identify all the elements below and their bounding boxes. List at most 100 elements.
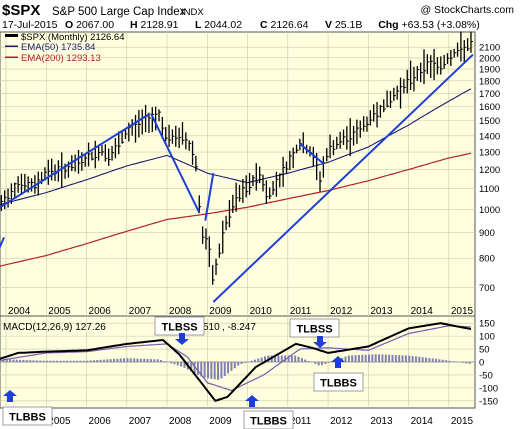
macd-histogram-bar [217,362,220,380]
macd-histogram-bar [233,362,236,369]
macd-histogram-bar [274,355,277,362]
macd-histogram-bar [347,355,350,362]
tlbss-label-2-box [289,318,340,338]
quote-c: C 2126.64 [260,19,309,31]
price-y-tick: 1800 [479,76,500,87]
macd-histogram-bar [160,360,163,362]
macd-histogram-bar [136,358,139,362]
trendline [212,53,474,303]
macd-histogram-bar [156,359,159,362]
macd-histogram-bar [116,358,119,362]
trendline [0,113,150,209]
macd-x-tick: 2012 [330,416,353,427]
arrow-up-icon [331,356,345,368]
macd-histogram-bar [435,358,438,362]
tlbbs-label-2-box [243,410,294,429]
quote-bar: O 2067.00 H 2128.91 L 2044.02 C 2126.64 V 25… [65,19,480,31]
trendline [204,173,215,221]
macd-x-tick: 2013 [370,416,393,427]
macd-histogram-bar [364,354,367,362]
macd-histogram-bar [183,362,186,368]
macd-histogram-bar [49,360,52,362]
macd-histogram-bar [72,360,75,362]
macd-histogram-bar [15,359,18,362]
trendline [0,236,5,250]
arrow-down-icon [175,333,189,345]
macd-histogram-bar [69,360,72,362]
macd-y-tick: -150 [479,396,498,407]
macd-histogram-bar [220,362,223,379]
macd-y-tick: -50 [479,370,493,381]
macd-histogram-bar [391,354,394,362]
tlbss-label-2: TLBSS [296,324,332,336]
macd-histogram-bar [79,360,82,362]
macd-histogram-bar [62,360,65,362]
macd-line [0,322,472,402]
legend-ema200: EMA(200) 1293.13 [21,53,101,64]
price-x-tick: 2008 [169,306,192,317]
macd-histogram-bar [354,355,357,362]
tlbbs-label-2: TLBBS [250,416,287,428]
ema200-line [0,152,472,267]
macd-legend-label: MACD(12,26,9) 127.26 [3,322,106,333]
macd-y-tick: 100 [479,332,495,343]
macd-histogram-bar [210,362,213,379]
price-y-tick: 1100 [479,184,499,195]
price-y-tick: 700 [479,283,495,294]
macd-x-tick: 2015 [451,416,474,427]
macd-histogram-bar [59,360,62,362]
price-y-tick: 1500 [479,116,500,127]
macd-histogram-bar [284,355,287,362]
macd-histogram-bar [190,362,193,372]
macd-histogram-bar [25,360,28,362]
macd-histogram-bar [277,355,280,362]
macd-histogram-bar [441,359,444,362]
macd-histogram-bar [237,362,240,366]
symbol: $SPX [2,2,40,19]
macd-histogram-bar [290,355,293,362]
price-x-tick: 2005 [48,306,71,317]
macd-histogram-bar [294,355,297,362]
arrow-up-icon [245,395,259,407]
macd-histogram-bar [401,355,404,362]
legend-ema50: EMA(50) 1735.84 [21,42,95,53]
macd-histogram-bar [176,362,179,366]
macd-histogram-bar [361,354,364,362]
macd-histogram-bar [287,355,290,362]
macd-histogram-bar [448,360,451,362]
macd-histogram-bar [445,360,448,362]
macd-histogram-bar [109,359,112,362]
quote-chg: Chg +63.53 (+3.08%) [378,19,480,31]
price-y-tick: 800 [479,254,495,265]
macd-histogram-bar [418,356,421,362]
macd-histogram-bar [250,360,253,362]
macd-histogram-bar [253,359,256,362]
macd-histogram-bar [357,355,360,362]
macd-histogram-bar [56,360,59,362]
macd-histogram-bar [52,360,55,362]
macd-histogram-bar [257,358,260,362]
macd-histogram-bar [170,362,173,364]
macd-histogram-bar [371,354,374,362]
price-y-tick: 2100 [479,43,500,54]
macd-histogram-bar [143,358,146,362]
macd-histogram-bar [378,354,381,362]
quote-l: L 2044.02 [195,19,242,31]
macd-histogram-bar [300,358,303,362]
macd-histogram-bar [99,359,102,362]
macd-x-tick: 2007 [129,416,152,427]
macd-histogram-bar [280,355,283,362]
macd-histogram-bar [153,359,156,362]
macd-x-tick: 2014 [411,416,434,427]
macd-histogram-bar [86,360,89,362]
macd-histogram-bar [381,354,384,362]
macd-histogram-bar [82,360,85,362]
price-legend: $SPX (Monthly) 2126.64 EMA(50) 1735.84 E… [5,32,125,64]
macd-histogram-bar [35,360,38,362]
macd-histogram-bar [428,358,431,362]
legend-price: $SPX (Monthly) 2126.64 [21,32,125,43]
watermark: @ StockCharts.com [420,4,514,16]
macd-x-tick: 2011 [290,416,312,427]
macd-histogram-bar [206,362,209,379]
